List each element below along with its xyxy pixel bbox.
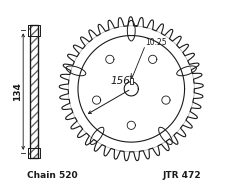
Bar [130,78,133,84]
Text: 10.25: 10.25 [145,38,166,47]
Bar [30,25,38,158]
Text: Chain 520: Chain 520 [27,171,78,180]
Bar [28,25,30,36]
Bar [28,148,30,158]
Text: 156: 156 [110,76,130,86]
Text: 134: 134 [13,82,22,101]
Bar [28,25,30,36]
Text: JTR 472: JTR 472 [163,171,201,180]
Bar [28,148,30,158]
Bar [30,25,38,158]
